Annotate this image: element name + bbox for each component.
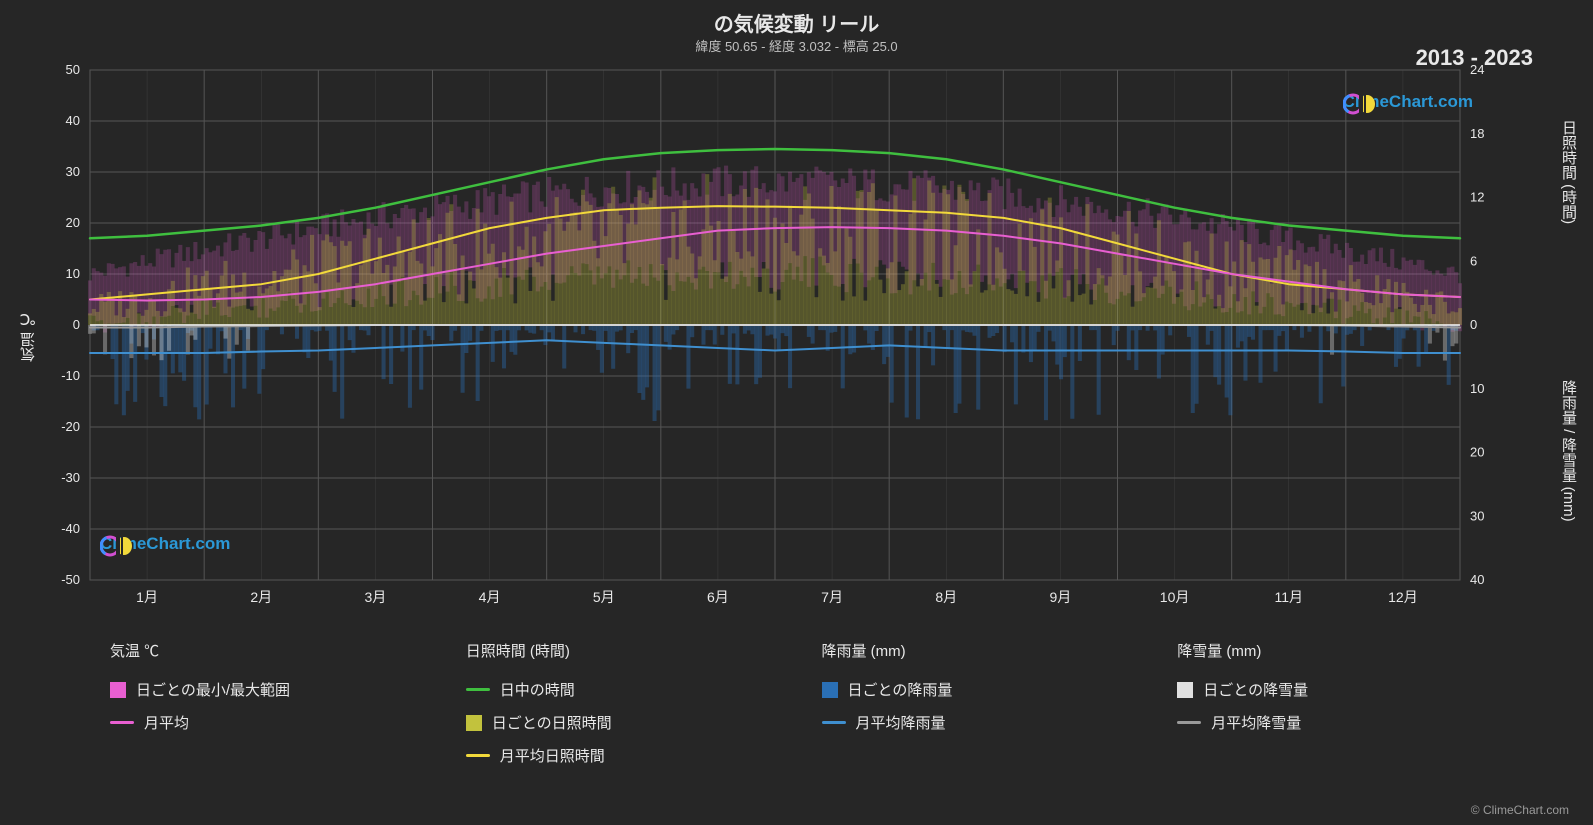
svg-text:30: 30 bbox=[1470, 508, 1484, 523]
svg-text:10月: 10月 bbox=[1160, 589, 1190, 605]
logo-top: ClimeChart.com bbox=[1343, 92, 1473, 112]
svg-text:20: 20 bbox=[66, 215, 80, 230]
legend-item: 月平均 bbox=[110, 712, 466, 733]
logo-bottom: ClimeChart.com bbox=[100, 534, 230, 554]
svg-text:12: 12 bbox=[1470, 190, 1484, 205]
legend-label: 日ごとの最小/最大範囲 bbox=[136, 679, 290, 700]
svg-text:24: 24 bbox=[1470, 62, 1484, 77]
svg-text:10: 10 bbox=[1470, 381, 1484, 396]
legend-item: 月平均降雨量 bbox=[822, 712, 1178, 733]
svg-text:18: 18 bbox=[1470, 126, 1484, 141]
legend-label: 日中の時間 bbox=[500, 679, 575, 700]
legend-label: 日ごとの降雪量 bbox=[1203, 679, 1308, 700]
legend-swatch bbox=[822, 682, 838, 698]
svg-text:50: 50 bbox=[66, 62, 80, 77]
legend-swatch bbox=[1177, 682, 1193, 698]
legend-swatch bbox=[466, 754, 490, 757]
legend-heading: 降雪量 (mm) bbox=[1177, 640, 1533, 661]
svg-text:20: 20 bbox=[1470, 445, 1484, 460]
svg-text:10: 10 bbox=[66, 266, 80, 281]
svg-text:11月: 11月 bbox=[1274, 589, 1303, 605]
legend-label: 日ごとの日照時間 bbox=[492, 712, 612, 733]
legend-swatch bbox=[466, 688, 490, 691]
svg-text:7月: 7月 bbox=[821, 589, 843, 605]
svg-text:-10: -10 bbox=[61, 368, 80, 383]
legend-item: 月平均日照時間 bbox=[466, 745, 822, 766]
logo-icon bbox=[100, 534, 134, 558]
legend-item: 日ごとの降雪量 bbox=[1177, 679, 1533, 700]
legend-item: 日ごとの日照時間 bbox=[466, 712, 822, 733]
legend-column: 気温 ℃ 日ごとの最小/最大範囲月平均 bbox=[110, 640, 466, 766]
svg-text:6月: 6月 bbox=[707, 589, 729, 605]
svg-text:0: 0 bbox=[1470, 317, 1477, 332]
credit: © ClimeChart.com bbox=[1471, 803, 1569, 817]
svg-text:-50: -50 bbox=[61, 572, 80, 587]
legend-heading: 降雨量 (mm) bbox=[822, 640, 1178, 661]
legend-item: 月平均降雪量 bbox=[1177, 712, 1533, 733]
svg-text:30: 30 bbox=[66, 164, 80, 179]
svg-text:5月: 5月 bbox=[593, 589, 615, 605]
svg-text:40: 40 bbox=[66, 113, 80, 128]
legend-label: 月平均日照時間 bbox=[500, 745, 605, 766]
svg-text:3月: 3月 bbox=[365, 589, 387, 605]
legend-item: 日中の時間 bbox=[466, 679, 822, 700]
logo-icon bbox=[1343, 92, 1377, 116]
svg-text:40: 40 bbox=[1470, 572, 1484, 587]
svg-text:0: 0 bbox=[73, 317, 80, 332]
svg-text:-20: -20 bbox=[61, 419, 80, 434]
legend-column: 降雨量 (mm) 日ごとの降雨量月平均降雨量 bbox=[822, 640, 1178, 766]
svg-text:-40: -40 bbox=[61, 521, 80, 536]
svg-text:8月: 8月 bbox=[935, 589, 957, 605]
legend-heading: 日照時間 (時間) bbox=[466, 640, 822, 661]
legend-column: 日照時間 (時間) 日中の時間日ごとの日照時間月平均日照時間 bbox=[466, 640, 822, 766]
legend-item: 日ごとの降雨量 bbox=[822, 679, 1178, 700]
legend: 気温 ℃ 日ごとの最小/最大範囲月平均 日照時間 (時間) 日中の時間日ごとの日照時間… bbox=[110, 640, 1533, 766]
legend-swatch bbox=[110, 721, 134, 724]
svg-text:9月: 9月 bbox=[1050, 589, 1072, 605]
legend-label: 日ごとの降雨量 bbox=[848, 679, 953, 700]
legend-label: 月平均 bbox=[144, 712, 189, 733]
legend-label: 月平均降雨量 bbox=[856, 712, 946, 733]
legend-swatch bbox=[110, 682, 126, 698]
legend-heading: 気温 ℃ bbox=[110, 640, 466, 661]
svg-text:4月: 4月 bbox=[479, 589, 501, 605]
svg-text:2月: 2月 bbox=[250, 589, 272, 605]
svg-text:6: 6 bbox=[1470, 253, 1477, 268]
svg-text:-30: -30 bbox=[61, 470, 80, 485]
legend-swatch bbox=[822, 721, 846, 724]
svg-text:1月: 1月 bbox=[136, 589, 158, 605]
legend-swatch bbox=[466, 715, 482, 731]
legend-label: 月平均降雪量 bbox=[1211, 712, 1301, 733]
legend-column: 降雪量 (mm) 日ごとの降雪量月平均降雪量 bbox=[1177, 640, 1533, 766]
legend-item: 日ごとの最小/最大範囲 bbox=[110, 679, 466, 700]
legend-swatch bbox=[1177, 721, 1201, 724]
svg-text:12月: 12月 bbox=[1388, 589, 1418, 605]
